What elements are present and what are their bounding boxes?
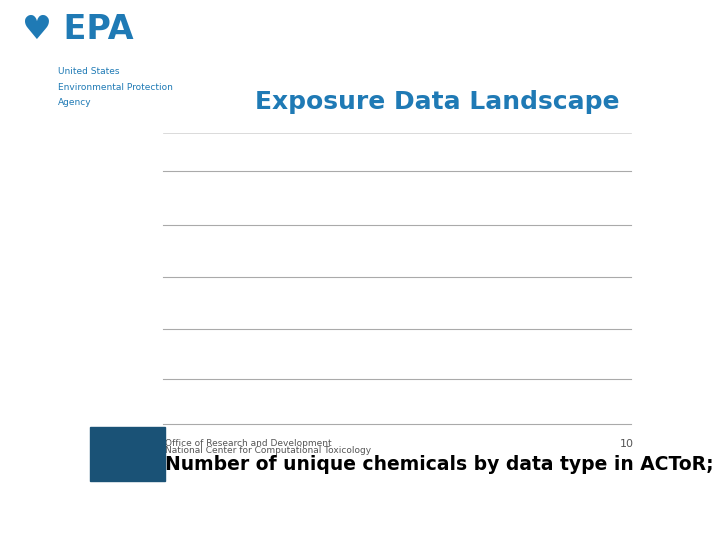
Bar	[90, 427, 166, 481]
Text: 10: 10	[620, 439, 634, 449]
Text: Environmental Protection: Environmental Protection	[58, 83, 173, 92]
Text: Office of Research and Development: Office of Research and Development	[166, 438, 332, 448]
Text: ♥ EPA: ♥ EPA	[22, 13, 133, 46]
Text: Number of unique chemicals by data type in ACToR; Egeghy et al, 2011: Number of unique chemicals by data type …	[166, 455, 720, 474]
Text: Agency: Agency	[58, 98, 91, 107]
Text: Exposure Data Landscape: Exposure Data Landscape	[255, 90, 619, 114]
Text: United States: United States	[58, 67, 120, 76]
Text: National Center for Computational Toxicology: National Center for Computational Toxico…	[166, 446, 372, 455]
